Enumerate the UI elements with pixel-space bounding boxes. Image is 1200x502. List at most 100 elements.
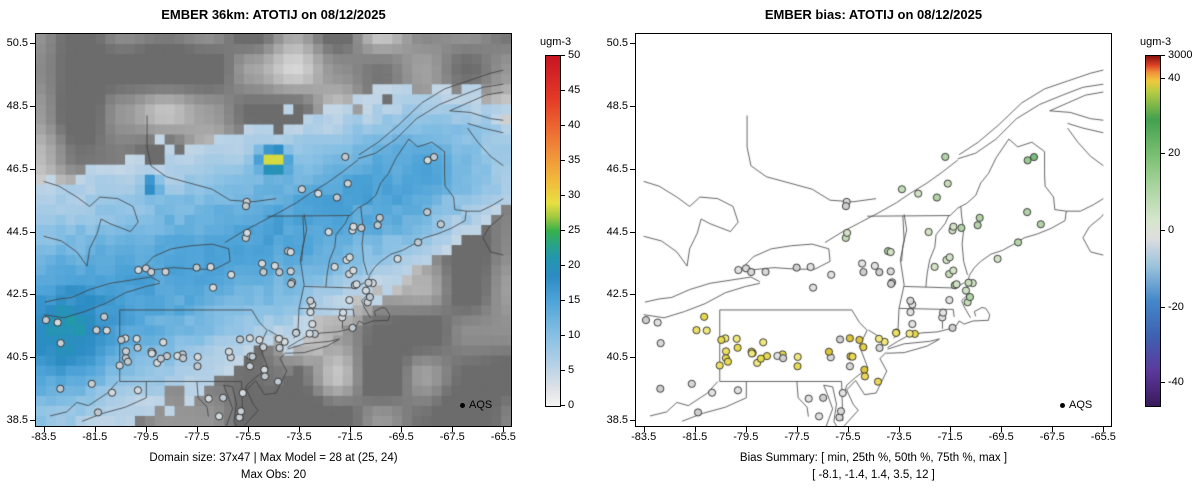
y-tick-mark [30,231,35,233]
x-tick-label: -67.5 [1039,431,1065,443]
x-tick-label: -81.5 [82,431,108,443]
colorbar-tick-label: 0 [1168,224,1175,236]
x-tick-mark [643,427,645,432]
colorbar-tick-mark [561,370,565,371]
x-tick-mark [350,427,352,432]
y-tick-mark [30,294,35,296]
y-tick-label: 48.5 [606,100,628,113]
colorbar-tick-label: 20 [568,259,581,271]
x-tick-label: -69.5 [988,431,1014,443]
colorbar-tick-mark [561,195,565,196]
colorbar-tick-mark [1161,230,1165,231]
colorbar-tick-mark [561,160,565,161]
y-tick-label: 46.5 [606,162,628,175]
y-tick-mark [630,168,635,170]
y-tick-label: 42.5 [6,288,28,301]
y-tick-mark [630,43,635,45]
bias-colorbar-units-label: ugm-3 [1140,36,1172,48]
colorbar-tick-label: -20 [1168,301,1184,313]
y-tick-label: 44.5 [6,225,28,238]
x-tick-label: -73.5 [286,431,312,443]
colorbar-tick-label: 45 [568,84,581,96]
x-tick-label: -79.5 [733,431,759,443]
bias-summary-caption: Bias Summary: [ min, 25th %, 50th %, 75t… [739,452,1008,464]
bias-panel-title: EMBER bias: ATOTIJ on 08/12/2025 [764,7,983,22]
bias-values-caption: [ -8.1, -1.4, 1.4, 3.5, 12 ] [812,469,935,481]
colorbar-tick-label: 40 [568,119,581,131]
x-tick-mark [694,427,696,432]
x-tick-mark [145,427,147,432]
x-tick-mark [1001,427,1003,432]
colorbar-tick-label: 20 [1168,147,1181,159]
colorbar-tick-label: 35 [568,154,581,166]
colorbar-tick-mark [561,405,565,406]
x-tick-mark [94,427,96,432]
x-tick-label: -71.5 [937,431,963,443]
colorbar-tick-label: 15 [568,294,581,306]
y-tick-mark [30,43,35,45]
bias-colorbar [1145,55,1161,407]
y-tick-label: 46.5 [6,162,28,175]
x-tick-mark [1052,427,1054,432]
x-tick-label: -83.5 [631,431,657,443]
x-tick-label: -79.5 [133,431,159,443]
x-tick-mark [899,427,901,432]
y-tick-label: 44.5 [606,225,628,238]
bias-panel: EMBER bias: ATOTIJ on 08/12/2025 AQS ugm… [600,0,1200,502]
colorbar-tick-mark [1161,382,1165,383]
x-tick-mark [503,427,505,432]
y-tick-label: 38.5 [6,413,28,426]
x-tick-label: -77.5 [184,431,210,443]
model-panel-title: EMBER 36km: ATOTIJ on 08/12/2025 [161,7,386,22]
colorbar-tick-label: -40 [1168,376,1184,389]
model-colorbar [545,55,561,407]
x-tick-mark [1103,427,1105,432]
aqs-legend-label: AQS [469,399,493,411]
colorbar-tick-mark [1161,307,1165,308]
colorbar-tick-label: 10 [568,329,581,341]
aqs-legend-label: AQS [1069,399,1093,411]
y-tick-label: 38.5 [606,413,628,426]
colorbar-tick-mark [561,300,565,301]
bias-map [635,33,1112,427]
domain-size-caption: Domain size: 37x47 | Max Model = 28 at (… [149,452,398,464]
colorbar-tick-label: 40 [1168,71,1181,84]
x-tick-label: -71.5 [337,431,363,443]
max-obs-caption: Max Obs: 20 [240,469,307,481]
x-tick-mark [196,427,198,432]
x-tick-label: -67.5 [439,431,465,443]
colorbar-tick-mark [1161,78,1165,79]
x-tick-mark [401,427,403,432]
x-tick-mark [745,427,747,432]
x-tick-label: -65.5 [1090,431,1116,443]
y-tick-mark [630,231,635,233]
colorbar-tick-mark [1161,55,1165,56]
y-tick-label: 50.5 [6,37,28,50]
aqs-dot-icon [1060,402,1065,408]
y-tick-mark [30,357,35,358]
colorbar-tick-label: 30 [568,189,581,201]
x-tick-label: -75.5 [835,431,861,443]
x-tick-mark [43,427,45,432]
x-tick-label: -73.5 [886,431,912,443]
colorbar-tick-mark [561,335,565,336]
x-tick-mark [847,427,849,432]
x-tick-mark [950,427,952,432]
colorbar-tick-mark [561,125,565,126]
colorbar-tick-label: 5 [568,364,575,376]
colorbar-tick-label: 25 [568,224,581,236]
colorbar-tick-mark [1161,153,1165,154]
y-tick-mark [30,419,35,421]
x-tick-label: -69.5 [388,431,414,443]
colorbar-tick-mark [561,90,565,91]
x-tick-label: -75.5 [235,431,261,443]
y-tick-mark [30,106,35,108]
colorbar-tick-label: 3000 [1168,49,1193,61]
y-tick-mark [630,357,635,358]
model-map [35,33,512,427]
aqs-legend: AQS [460,399,492,411]
y-tick-mark [630,294,635,296]
x-tick-mark [247,427,249,432]
y-tick-mark [630,106,635,108]
